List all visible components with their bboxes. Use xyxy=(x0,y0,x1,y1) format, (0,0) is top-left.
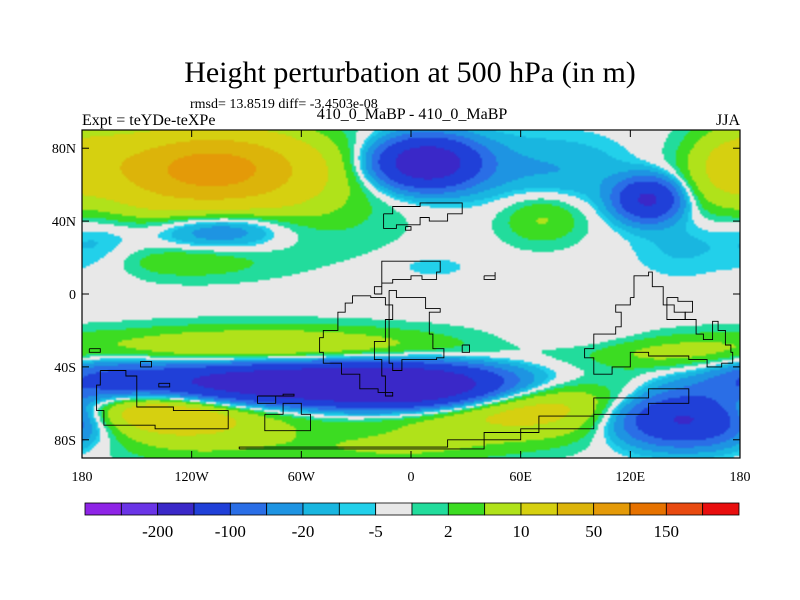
colorbar: -200 -100 -20 -5 2 10 50 150 xyxy=(84,502,740,541)
x-tick-label: 60W xyxy=(288,470,316,485)
colorbar-swatch xyxy=(702,502,740,516)
land-outline-4 xyxy=(96,370,229,430)
colorbar-label: 2 xyxy=(444,522,453,541)
chart-title: Height perturbation at 500 hPa (in m) xyxy=(184,56,636,89)
land-outline-2 xyxy=(388,289,445,371)
land-outline-12 xyxy=(257,393,295,404)
map-plot: 180 120W 60W 0 60E 120E 180 80N 40N 0 40S 80S xyxy=(52,129,751,485)
continent-outlines xyxy=(88,202,734,450)
colorbar-label: -200 xyxy=(142,522,173,541)
colorbar-swatch xyxy=(157,502,195,516)
colorbar-swatch xyxy=(593,502,631,516)
land-outline-0 xyxy=(383,202,463,229)
colorbar-label: 150 xyxy=(654,522,680,541)
land-outline-9 xyxy=(140,360,152,368)
y-tick-label: 80N xyxy=(52,142,76,157)
contour-field xyxy=(82,130,740,458)
colorbar-swatch xyxy=(411,502,449,516)
x-tick-label: 120E xyxy=(616,470,646,485)
land-outline-11 xyxy=(88,348,101,353)
land-outline-13 xyxy=(461,344,470,353)
colorbar-swatch xyxy=(556,502,595,516)
land-outline-10 xyxy=(158,382,171,388)
land-outline-6 xyxy=(264,402,311,432)
colorbar-swatch xyxy=(447,502,486,516)
colorbar-swatch xyxy=(338,502,377,516)
colorbar-swatch xyxy=(484,502,522,516)
colorbar-swatch xyxy=(193,502,231,516)
colorbar-swatch xyxy=(84,502,122,516)
colorbar-swatch xyxy=(229,502,268,516)
land-outline-3 xyxy=(373,260,441,295)
land-outline-1 xyxy=(319,295,394,397)
stats-label: rmsd= 13.8519 diff= -3.4503e-08 xyxy=(190,97,378,112)
colorbar-swatch xyxy=(629,502,667,516)
colorbar-label: 10 xyxy=(513,522,530,541)
x-tick-label: 0 xyxy=(408,470,415,485)
colorbar-swatch xyxy=(120,502,159,516)
y-tick-label: 40N xyxy=(52,215,76,230)
x-tick-label: 180 xyxy=(730,470,751,485)
colorbar-swatch xyxy=(665,502,704,516)
case-label: 410_0_MaBP - 410_0_MaBP xyxy=(317,106,508,123)
land-outline-14 xyxy=(483,272,496,280)
colorbar-swatch xyxy=(375,502,413,516)
y-tick-label: 40S xyxy=(54,361,76,376)
land-outline-15 xyxy=(405,226,412,231)
axis-ticks: 180 120W 60W 0 60E 120E 180 80N 40N 0 40S 80S xyxy=(52,130,751,485)
colorbar-label: -20 xyxy=(292,522,315,541)
colorbar-label: 50 xyxy=(585,522,602,541)
experiment-label: Expt = teYDe-teXPe xyxy=(82,112,215,129)
y-tick-label: 80S xyxy=(54,434,76,449)
colorbar-swatch xyxy=(266,502,304,516)
season-label: JJA xyxy=(716,112,740,129)
colorbar-swatch xyxy=(302,502,340,516)
y-tick-label: 0 xyxy=(69,288,76,303)
land-outline-7 xyxy=(584,271,734,375)
colorbar-label: -5 xyxy=(369,522,383,541)
colorbar-swatch xyxy=(520,502,558,516)
x-tick-label: 60E xyxy=(509,470,532,485)
x-tick-label: 180 xyxy=(72,470,93,485)
colorbar-label: -100 xyxy=(215,522,246,541)
x-tick-label: 120W xyxy=(175,470,210,485)
land-outline-8 xyxy=(666,297,693,320)
land-outline-5 xyxy=(238,388,690,450)
